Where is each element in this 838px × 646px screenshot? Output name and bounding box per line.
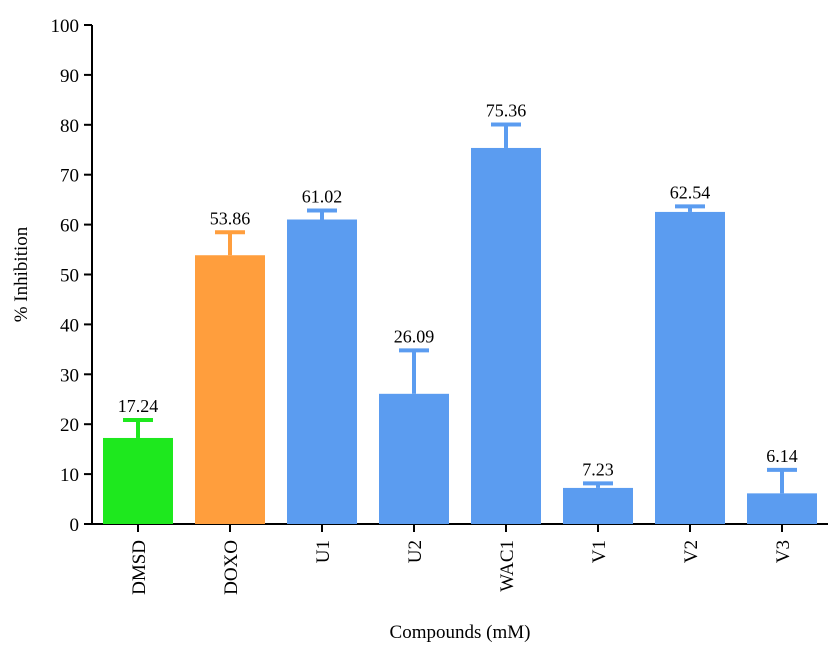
y-tick-label: 90 bbox=[60, 66, 79, 87]
bar bbox=[195, 255, 265, 525]
error-bar bbox=[767, 467, 797, 494]
y-tick-label: 30 bbox=[60, 365, 79, 386]
error-bar bbox=[675, 204, 705, 212]
data-label: 7.23 bbox=[582, 459, 614, 479]
data-label: 53.86 bbox=[210, 208, 251, 228]
y-tick-label: 70 bbox=[60, 166, 79, 187]
data-label: 62.54 bbox=[670, 182, 711, 202]
error-bar bbox=[583, 481, 613, 488]
y-tick-label: 20 bbox=[60, 415, 79, 436]
data-label: 75.36 bbox=[486, 101, 527, 121]
x-tick-label: V2 bbox=[681, 540, 702, 563]
y-tick-label: 80 bbox=[60, 116, 79, 137]
value-labels-group: 17.24 53.86 61.02 26.09 75.36 7.23 62.54 6.14 bbox=[118, 101, 798, 480]
x-tick-label: U2 bbox=[405, 540, 426, 563]
error-bar bbox=[123, 418, 153, 438]
x-tick-label: DOXO bbox=[221, 540, 242, 595]
data-label: 61.02 bbox=[302, 187, 343, 207]
x-tick-label: V1 bbox=[589, 540, 610, 563]
bar bbox=[655, 211, 725, 524]
x-tick-label: DMSD bbox=[129, 540, 150, 595]
y-tick-label: 0 bbox=[70, 515, 80, 536]
x-axis-title: Compounds (mM) bbox=[390, 622, 531, 643]
y-tick-label: 60 bbox=[60, 216, 79, 237]
bar bbox=[563, 487, 633, 524]
y-tick-label: 40 bbox=[60, 315, 79, 336]
error-bar bbox=[491, 122, 521, 148]
y-axis: 0 10 20 30 40 50 60 70 80 90 100 bbox=[51, 16, 93, 536]
bars-group bbox=[103, 147, 817, 525]
error-bar bbox=[307, 208, 337, 220]
bar bbox=[471, 147, 541, 524]
error-bars-group bbox=[123, 122, 797, 494]
data-label: 17.24 bbox=[118, 396, 159, 416]
bar bbox=[747, 493, 817, 524]
y-axis-title: % Inhibition bbox=[11, 226, 32, 322]
error-bar bbox=[399, 348, 429, 394]
data-label: 6.14 bbox=[766, 446, 798, 466]
x-tick-label: U1 bbox=[313, 540, 334, 563]
y-tick-label: 50 bbox=[60, 266, 79, 287]
x-tick-label: V3 bbox=[773, 540, 794, 563]
x-axis: DMSD DOXO U1 U2 WAC1 V1 V2 V3 bbox=[92, 523, 828, 595]
bar bbox=[379, 393, 449, 524]
error-bar bbox=[215, 230, 245, 256]
bar bbox=[287, 219, 357, 524]
y-tick-label: 100 bbox=[51, 16, 80, 37]
y-tick-label: 10 bbox=[60, 465, 79, 486]
data-label: 26.09 bbox=[394, 326, 435, 346]
x-tick-label: WAC1 bbox=[497, 540, 518, 592]
bar bbox=[103, 437, 173, 524]
